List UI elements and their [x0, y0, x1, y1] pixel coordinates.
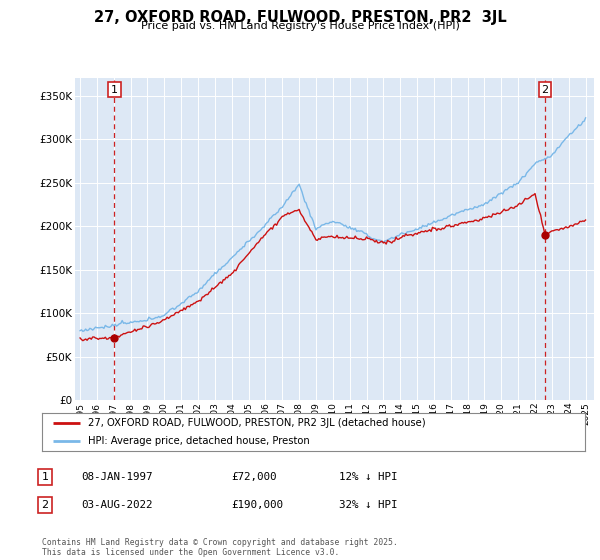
Text: 12% ↓ HPI: 12% ↓ HPI — [339, 472, 397, 482]
Text: 2: 2 — [542, 85, 548, 95]
Text: 27, OXFORD ROAD, FULWOOD, PRESTON, PR2  3JL: 27, OXFORD ROAD, FULWOOD, PRESTON, PR2 3… — [94, 10, 506, 25]
Text: 1: 1 — [41, 472, 49, 482]
Text: £190,000: £190,000 — [231, 500, 283, 510]
Text: Contains HM Land Registry data © Crown copyright and database right 2025.
This d: Contains HM Land Registry data © Crown c… — [42, 538, 398, 557]
Text: 03-AUG-2022: 03-AUG-2022 — [81, 500, 152, 510]
Text: 08-JAN-1997: 08-JAN-1997 — [81, 472, 152, 482]
Text: 1: 1 — [111, 85, 118, 95]
Text: Price paid vs. HM Land Registry's House Price Index (HPI): Price paid vs. HM Land Registry's House … — [140, 21, 460, 31]
Text: 27, OXFORD ROAD, FULWOOD, PRESTON, PR2 3JL (detached house): 27, OXFORD ROAD, FULWOOD, PRESTON, PR2 3… — [88, 418, 426, 428]
Text: £72,000: £72,000 — [231, 472, 277, 482]
Text: 32% ↓ HPI: 32% ↓ HPI — [339, 500, 397, 510]
Text: 2: 2 — [41, 500, 49, 510]
Text: HPI: Average price, detached house, Preston: HPI: Average price, detached house, Pres… — [88, 436, 310, 446]
